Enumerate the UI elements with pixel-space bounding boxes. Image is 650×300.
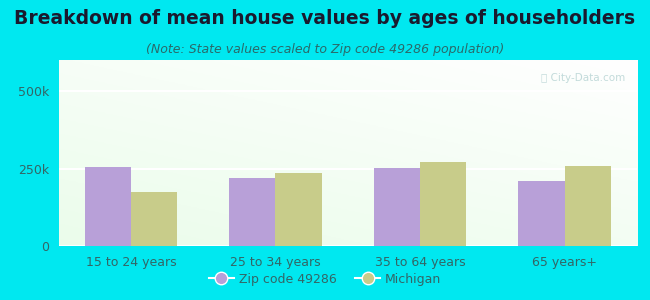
Bar	[420, 162, 466, 246]
Bar	[84, 167, 131, 246]
Text: (Note: State values scaled to Zip code 49286 population): (Note: State values scaled to Zip code 4…	[146, 44, 504, 56]
Legend: Zip code 49286, Michigan: Zip code 49286, Michigan	[203, 268, 447, 291]
Bar	[131, 192, 177, 246]
Text: Breakdown of mean house values by ages of householders: Breakdown of mean house values by ages o…	[14, 9, 636, 28]
Bar	[565, 166, 611, 246]
Bar	[229, 178, 276, 246]
Bar	[374, 168, 420, 246]
Bar	[276, 172, 322, 246]
Bar	[519, 181, 565, 246]
Text: ⓘ City-Data.com: ⓘ City-Data.com	[541, 73, 625, 83]
